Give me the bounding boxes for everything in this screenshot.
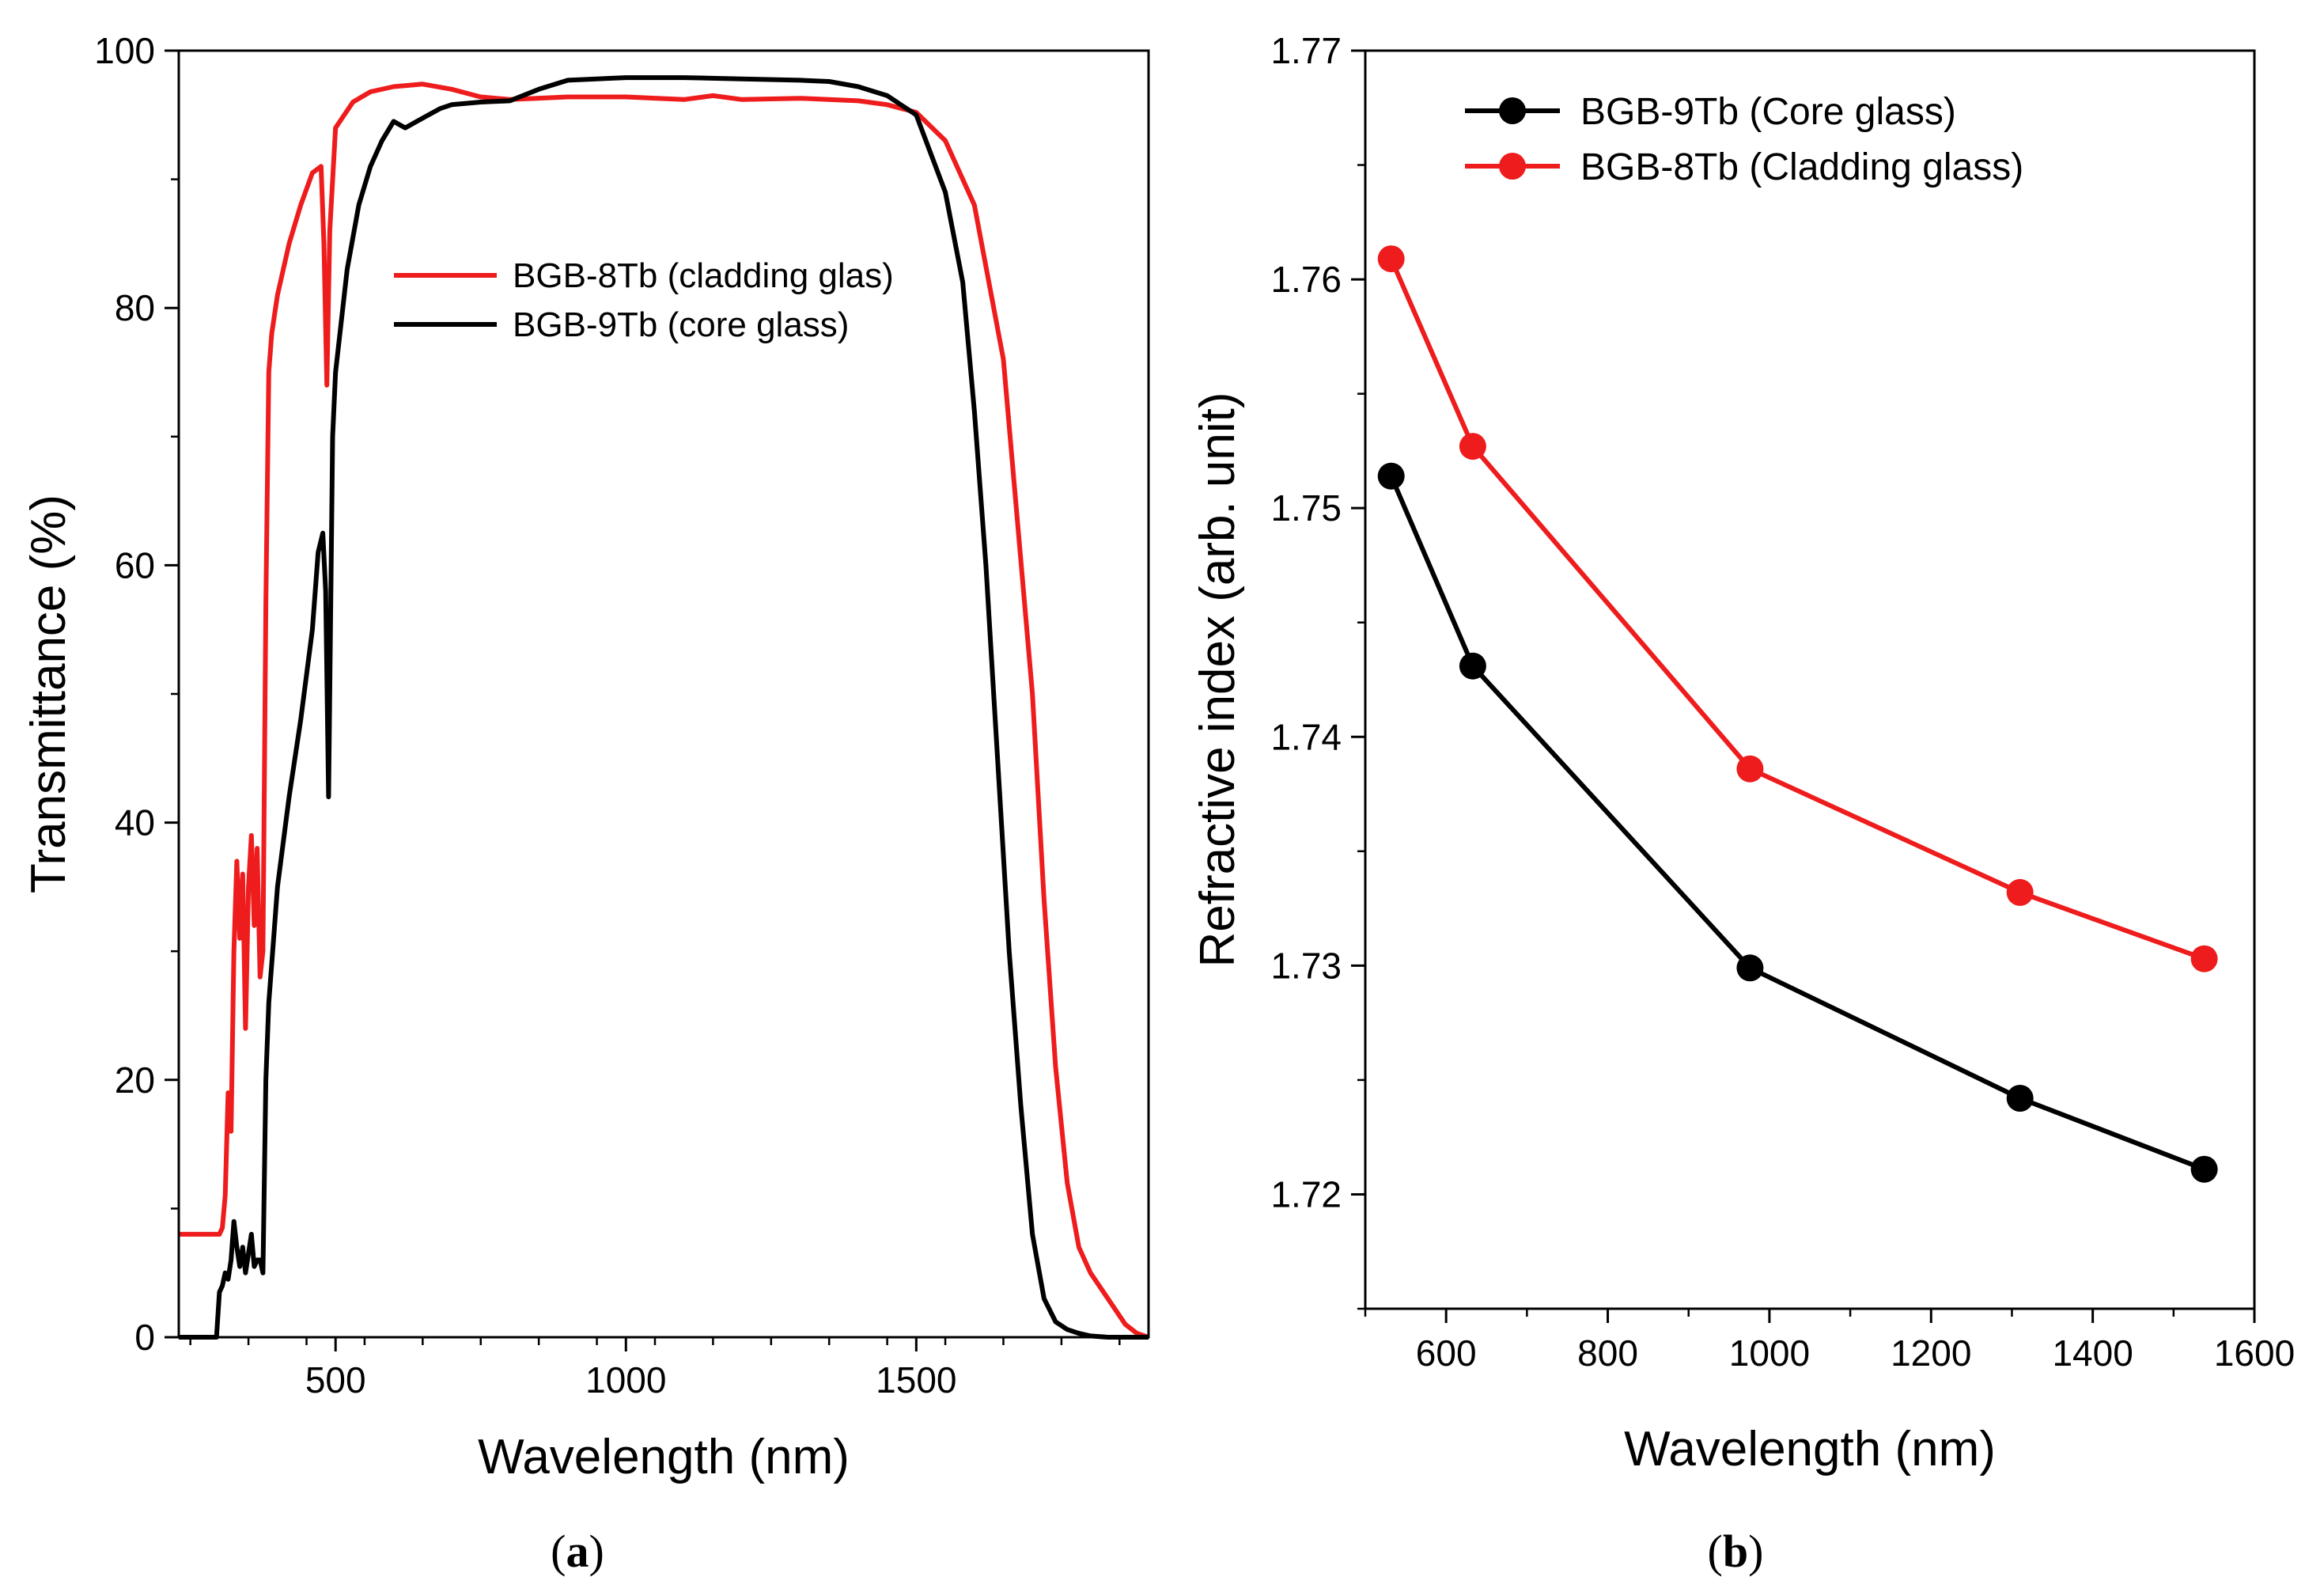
y-tick-label-1-73: 1.73 — [1270, 945, 1342, 986]
data-point-bgb-8tb-cladding-glass-633 — [1459, 433, 1486, 461]
panel-label-b-close: ) — [1748, 1526, 1763, 1577]
legend-marker-bgb-9tb-core — [1499, 97, 1526, 124]
data-point-bgb-9tb-core-glass-532 — [1377, 462, 1405, 490]
panel-label-a-letter: a — [566, 1526, 589, 1577]
x-tick-label-1000: 1000 — [1729, 1332, 1810, 1374]
x-tick-label-800: 800 — [1577, 1332, 1638, 1374]
panel-b-y-axis-title: Refractive index (arb. unit) — [1190, 392, 1245, 967]
x-tick-label-1200: 1200 — [1891, 1332, 1971, 1374]
panel-label-a-close: ) — [589, 1526, 604, 1577]
panel-a-plot-frame — [177, 49, 1150, 1339]
panel-a-legend: BGB-8Tb (cladding glas) BGB-9Tb (core gl… — [394, 256, 894, 344]
data-point-bgb-8tb-cladding-glass-976 — [1736, 755, 1764, 783]
panel-b-refractive-index-chart: 1.72 1.73 1.74 1.75 1.76 1.77 600 800 1000 1200 14… — [1190, 30, 2295, 1577]
y-tick-label-1-77: 1.77 — [1270, 30, 1342, 71]
legend-label-bgb-8tb: BGB-8Tb (cladding glas) — [513, 256, 894, 295]
data-point-bgb-8tb-cladding-glass-532 — [1377, 245, 1405, 273]
x-tick-label-500: 500 — [305, 1359, 366, 1401]
panel-a-transmittance-chart: 0 20 40 60 80 100 500 1000 1500 Transmittance (%… — [21, 30, 1150, 1577]
data-point-bgb-8tb-cladding-glass-1538 — [2190, 945, 2218, 972]
panel-b-ticks: 1.72 1.73 1.74 1.75 1.76 1.77 600 800 1000 1200 14… — [1270, 30, 2295, 1374]
panel-b-x-axis-title: Wavelength (nm) — [1624, 1422, 1996, 1476]
panel-a-y-axis-title: Transmittance (%) — [21, 495, 76, 893]
y-tick-label-100: 100 — [94, 30, 155, 71]
y-tick-label-20: 20 — [115, 1059, 155, 1101]
y-tick-label-1-75: 1.75 — [1270, 487, 1342, 529]
series-line-bgb-9tb-core-glass — [1388, 475, 2205, 1172]
data-point-bgb-8tb-cladding-glass-1310 — [2006, 878, 2034, 906]
panel-b-plot-frame — [1364, 49, 2256, 1310]
series-line-bgb-9tb-core-glass — [179, 75, 1149, 1340]
panel-a-series — [179, 75, 1149, 1340]
data-point-bgb-9tb-core-glass-976 — [1736, 954, 1764, 982]
data-point-bgb-9tb-core-glass-633 — [1459, 652, 1486, 680]
panel-label-a-open: ( — [551, 1526, 566, 1577]
series-line-bgb-8tb-cladding-glass — [1388, 257, 2205, 961]
x-tick-label-1400: 1400 — [2052, 1332, 2133, 1374]
y-tick-label-1-74: 1.74 — [1270, 716, 1342, 757]
panel-b-legend: BGB-9Tb (Core glass) BGB-8Tb (Cladding g… — [1465, 91, 2023, 188]
panel-b-series — [1377, 245, 2218, 1183]
panel-a-ticks: 0 20 40 60 80 100 500 1000 1500 — [94, 30, 1121, 1401]
data-point-bgb-9tb-core-glass-1310 — [2006, 1085, 2034, 1112]
y-tick-label-0: 0 — [134, 1317, 155, 1358]
panel-label-b: (b) — [1708, 1526, 1764, 1577]
series-line-bgb-8tb-cladding-glas — [179, 81, 1149, 1340]
x-tick-label-1600: 1600 — [2214, 1332, 2295, 1374]
legend-label-bgb-9tb: BGB-9Tb (core glass) — [513, 305, 849, 344]
panel-label-b-letter: b — [1723, 1526, 1748, 1577]
x-tick-label-1000: 1000 — [585, 1359, 666, 1401]
legend-marker-bgb-8tb-cladding — [1499, 153, 1526, 180]
y-tick-label-1-72: 1.72 — [1270, 1173, 1342, 1215]
y-tick-label-60: 60 — [115, 544, 155, 586]
y-tick-label-1-76: 1.76 — [1270, 259, 1342, 300]
y-tick-label-80: 80 — [115, 287, 155, 328]
x-tick-label-600: 600 — [1416, 1332, 1477, 1374]
panel-label-a: (a) — [551, 1526, 604, 1577]
x-tick-label-1500: 1500 — [876, 1359, 956, 1401]
panel-label-b-open: ( — [1708, 1526, 1723, 1577]
y-tick-label-40: 40 — [115, 802, 155, 843]
panel-a-x-axis-title: Wavelength (nm) — [478, 1430, 850, 1484]
legend-label-bgb-9tb-core: BGB-9Tb (Core glass) — [1580, 91, 1956, 133]
data-point-bgb-9tb-core-glass-1538 — [2190, 1155, 2218, 1183]
legend-label-bgb-8tb-cladding: BGB-8Tb (Cladding glass) — [1580, 146, 2023, 188]
